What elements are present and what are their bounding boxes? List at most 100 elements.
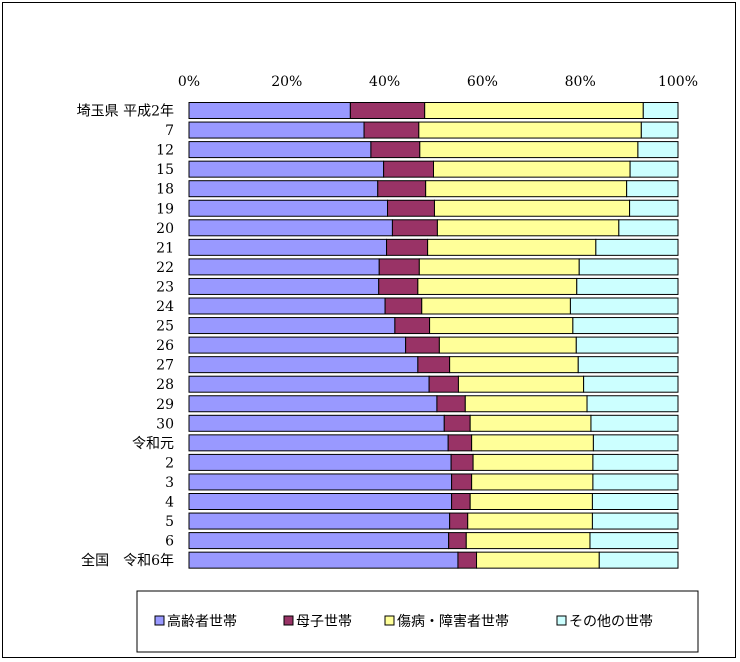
bar-segment (387, 199, 435, 217)
bar-segment (476, 551, 600, 569)
x-tick-label: 20% (271, 74, 302, 90)
bar-segment (583, 375, 679, 393)
bar-segment (188, 180, 379, 198)
bar-segment (436, 395, 466, 413)
bar-segment (383, 160, 435, 178)
bar-segment (465, 532, 591, 550)
legend-label: その他の世帯 (569, 614, 653, 630)
bar-segment (629, 160, 679, 178)
bar-segment (471, 473, 594, 491)
bar-segment (569, 297, 679, 315)
legend: 高齢者世帯 母子世帯 傷病・障害者世帯 その他の世帯 (154, 613, 653, 630)
bar-segment (448, 532, 467, 550)
bar-segment (449, 356, 579, 374)
bar-segment (188, 199, 389, 217)
bar-segment (370, 141, 421, 159)
bar-segment (450, 453, 474, 471)
bar-segment (417, 356, 451, 374)
bar-segment (598, 551, 679, 569)
x-tick-label: 0% (178, 74, 200, 90)
bar-segment (592, 453, 679, 471)
bar-segment (451, 493, 471, 510)
bar-segment (188, 238, 388, 256)
category-label: 28 (156, 377, 174, 393)
bar-segment (417, 277, 578, 295)
bar-segment (428, 375, 459, 393)
bar-segment (188, 219, 393, 237)
bar-segment (592, 434, 679, 452)
bar-segment (472, 453, 594, 471)
legend-swatch (384, 615, 395, 626)
bar-segment (188, 493, 453, 510)
legend-label: 高齢者世帯 (167, 613, 237, 630)
bar-segment (188, 473, 453, 491)
bar-segment (629, 199, 679, 217)
bar-segment (626, 180, 679, 198)
bar-segment (467, 512, 593, 530)
bar-segment (378, 277, 419, 295)
legend-swatch (556, 615, 567, 626)
category-label: 全国 令和6年 (81, 552, 174, 569)
bar-segment (188, 160, 385, 178)
bar-segment (457, 375, 585, 393)
category-label: 4 (165, 495, 174, 511)
bar-segment (377, 180, 427, 198)
bar-segment (188, 395, 438, 413)
category-label: 18 (156, 182, 174, 198)
category-label: 5 (165, 514, 174, 530)
bar-segment (391, 219, 438, 237)
category-label: 15 (156, 162, 174, 178)
bar-segment (464, 395, 588, 413)
bar-segment (457, 551, 478, 569)
category-label: 29 (156, 397, 174, 413)
bar-segment (363, 121, 420, 139)
bar-segment (394, 317, 431, 335)
bar-segment (469, 414, 592, 432)
legend-swatch (154, 615, 165, 626)
bar-segment (188, 356, 419, 374)
bar-segment (188, 453, 452, 471)
legend-box (136, 590, 699, 653)
category-label: 27 (156, 358, 174, 374)
bar-segment (188, 121, 365, 139)
bar-segment (595, 238, 679, 256)
category-label: 埼玉県 平成2年 (77, 104, 174, 120)
bar-segment (188, 512, 451, 530)
bar-segment (188, 141, 372, 159)
bar-segment (449, 512, 469, 530)
bar-segment (578, 258, 679, 276)
bar-segment (637, 141, 679, 159)
category-label: 22 (156, 260, 174, 276)
bar-segment (590, 414, 679, 432)
category-label: 19 (156, 201, 174, 217)
legend-label: 母子世帯 (296, 614, 352, 630)
x-tick-label: 100% (658, 74, 698, 90)
bar-segment (443, 414, 471, 432)
bar-segment (576, 277, 679, 295)
category-labels: 埼玉県 平成2年7121518192021222324252627282930令… (77, 104, 174, 570)
legend-swatch (283, 615, 294, 626)
bar-segment (592, 473, 679, 491)
bar-segment (378, 258, 420, 276)
category-label: 6 (165, 534, 174, 550)
bar-segment (591, 512, 679, 530)
bar-segment (418, 258, 580, 276)
bar-segment (188, 102, 351, 119)
x-axis-ticks: 0% 20% 40% 60% 80% 100% (178, 74, 698, 90)
bar-segment (421, 297, 571, 315)
bar-segment (429, 317, 574, 335)
bar-segment (427, 238, 597, 256)
bar-segment (188, 375, 430, 393)
bar-segment (575, 336, 679, 354)
bar-segment (188, 434, 449, 452)
bar-segment (577, 356, 679, 374)
category-label: 21 (156, 240, 174, 256)
bar-segment (188, 317, 396, 335)
x-tick-label: 60% (467, 74, 498, 90)
bar-segment (188, 336, 407, 354)
category-label: 30 (156, 416, 174, 432)
bars (188, 102, 679, 569)
category-label: 23 (156, 279, 174, 295)
bar-segment (451, 473, 473, 491)
